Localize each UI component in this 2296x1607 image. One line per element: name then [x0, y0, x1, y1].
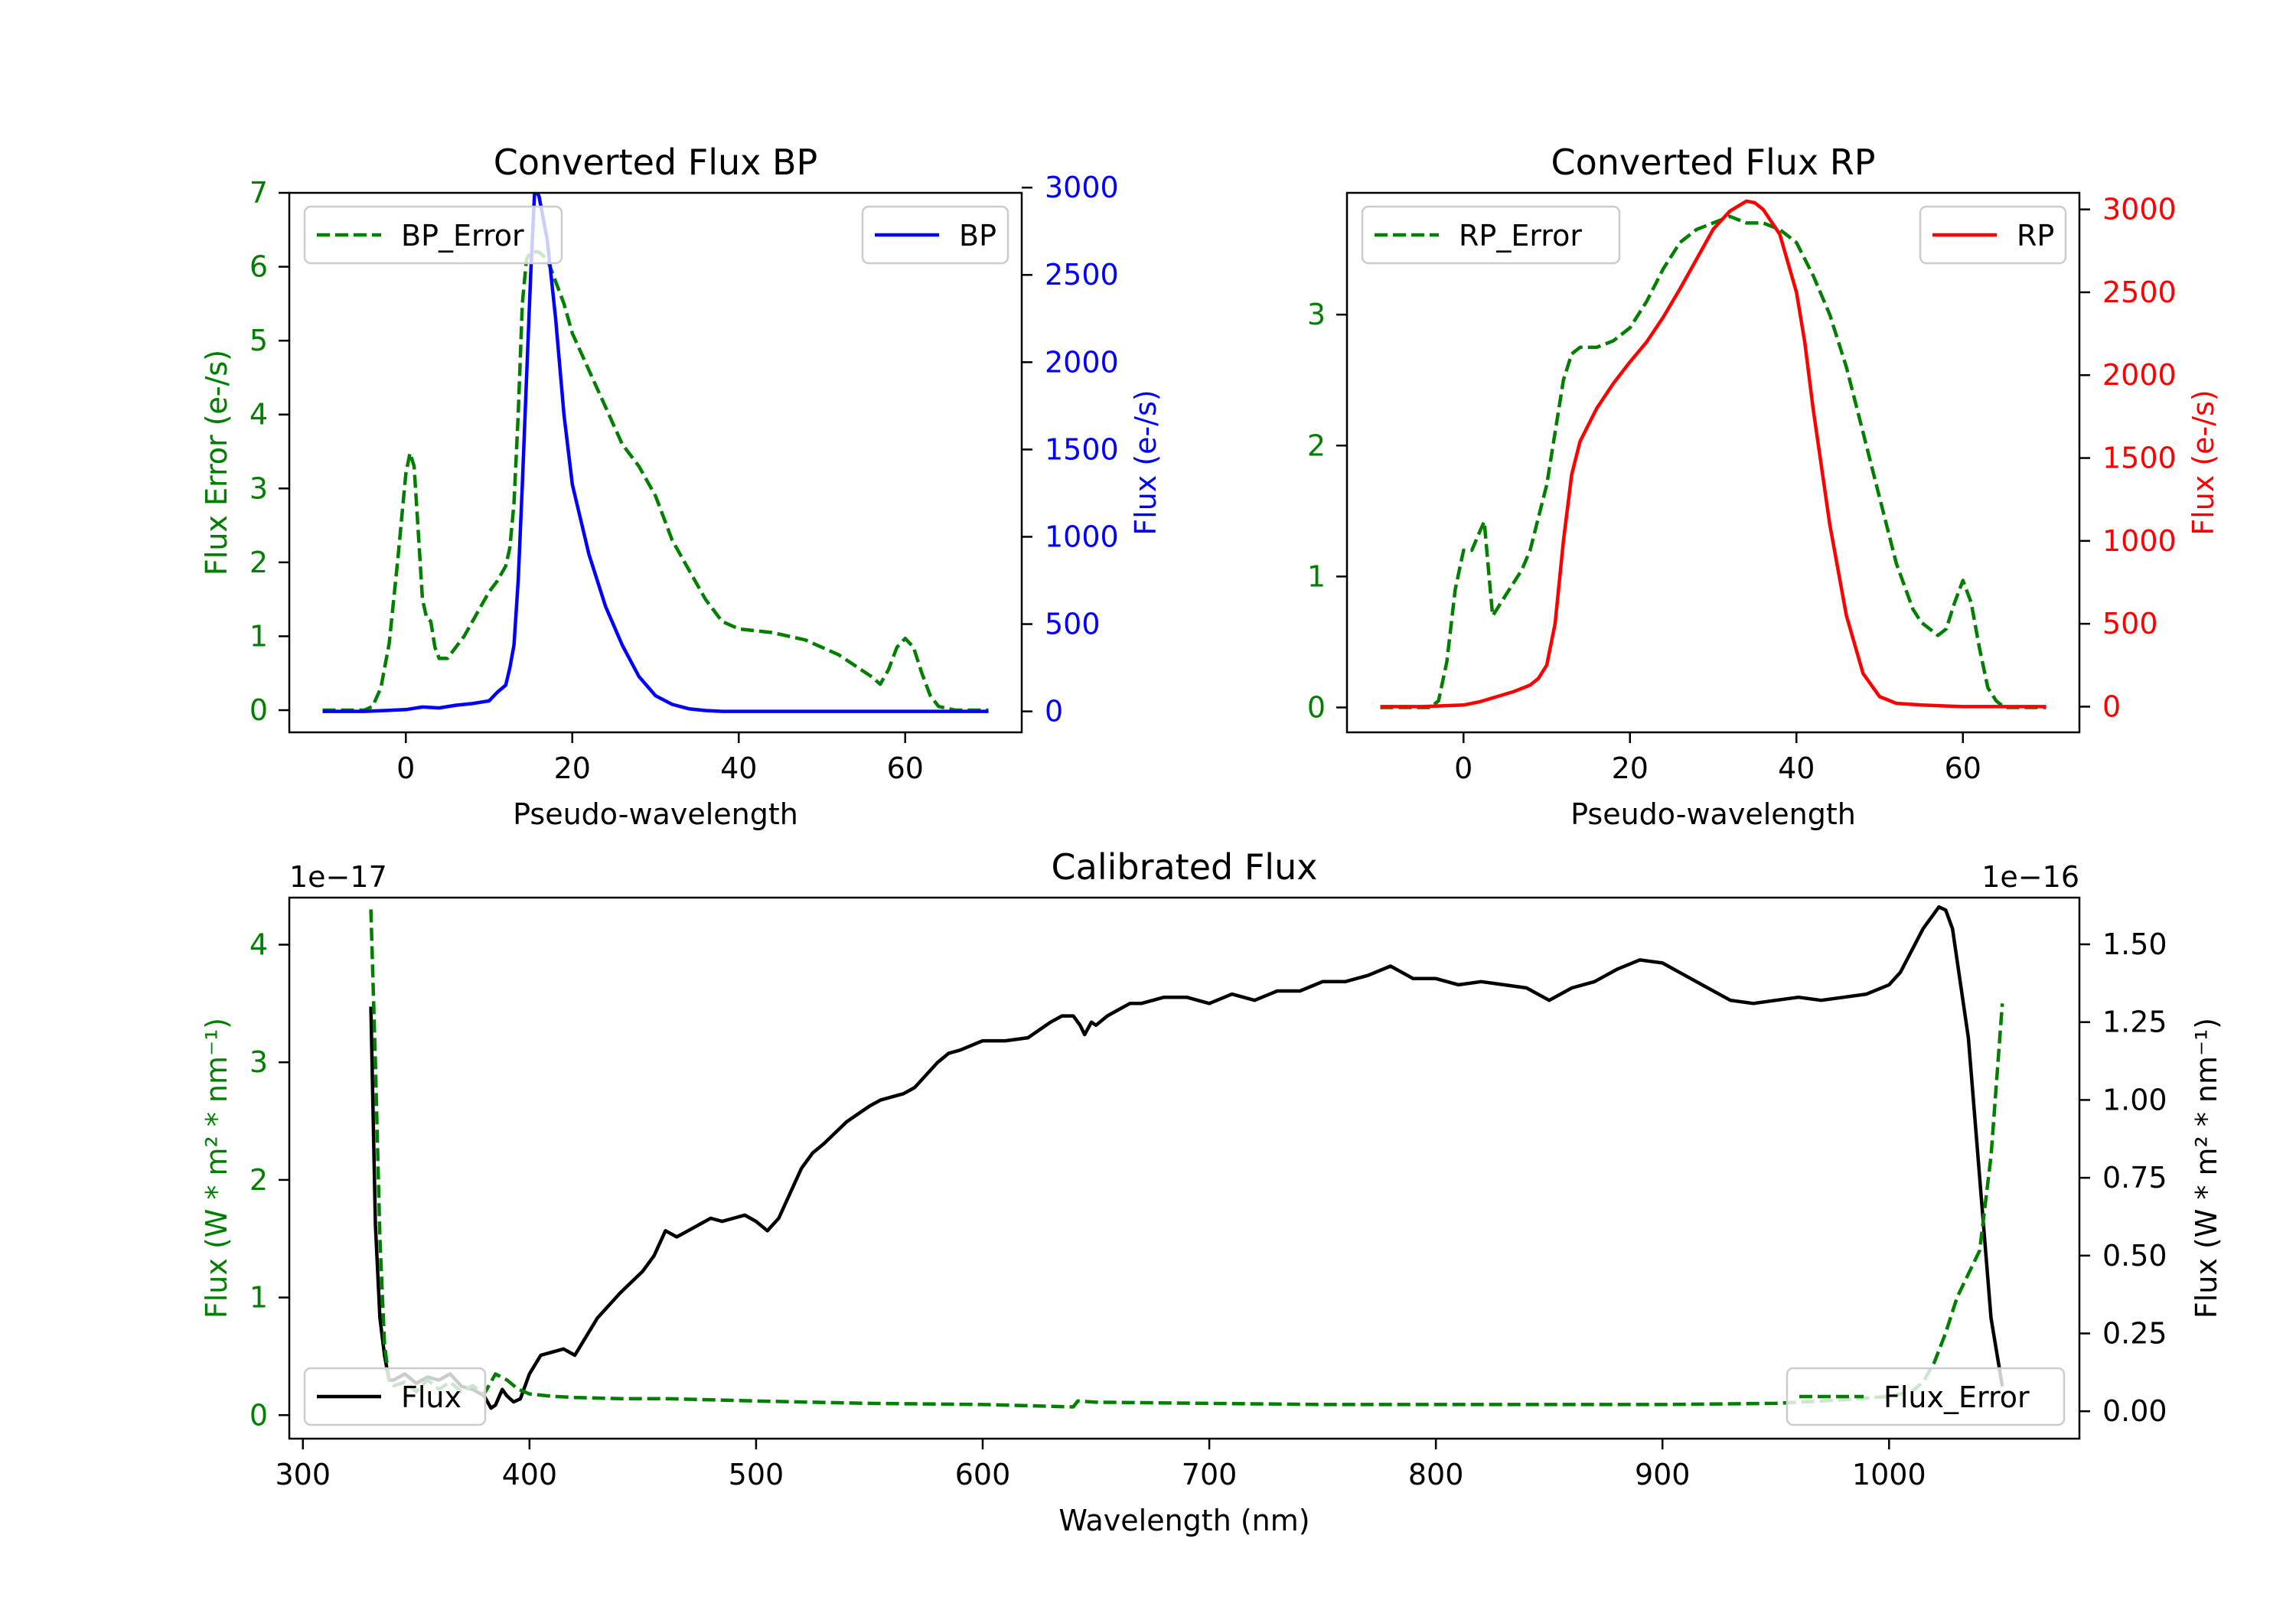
calibrated-x-tick-label: 800 [1408, 1458, 1464, 1491]
calibrated-series-flux-error-line [369, 909, 2004, 1409]
bp-y-left-tick-label: 1 [249, 619, 268, 653]
bp-plot-frame [288, 191, 1023, 734]
bp-x-tick-label: 40 [720, 751, 757, 785]
bp-y-left-tick-label: 0 [249, 693, 268, 727]
bp-legend-left-label: BP_Error [401, 219, 524, 253]
rp-y-right-tick-label: 0 [2102, 689, 2121, 723]
rp-y-left-tick-label: 3 [1307, 298, 1326, 331]
rp-x-tick-label: 40 [1778, 751, 1815, 785]
calibrated-legend-left-label: Flux [401, 1380, 461, 1414]
calibrated-x-tick-label: 300 [275, 1458, 331, 1491]
bp-x-tick-label: 0 [396, 751, 415, 785]
calibrated-plot-frame [288, 896, 2081, 1440]
bp-y-left-label: Flux Error (e-/s) [200, 350, 233, 575]
rp-y-left-label: Flux Error (e-/s) [200, 350, 233, 575]
bp-y-left-tick-label: 7 [249, 176, 268, 210]
rp-x-tick-label: 60 [1945, 751, 1981, 785]
rp-y-left-tick-label: 1 [1307, 559, 1326, 593]
calibrated-x-axis-label: Wavelength (nm) [1058, 1504, 1309, 1537]
rp-y-right-tick-label: 2000 [2102, 358, 2177, 392]
rp-y-left-tick-label: 2 [1307, 429, 1326, 462]
calibrated-legend-left-box [303, 1367, 487, 1426]
calibrated-x-tick-label: 700 [1182, 1458, 1238, 1491]
calibrated-series-flux-line [369, 905, 2004, 1410]
rp-x-axis-label: Pseudo-wavelength [1570, 797, 1856, 831]
calibrated-y-right-tick-label: 0.25 [2102, 1317, 2167, 1351]
calibrated-offset-right: 1e−16 [1981, 860, 2079, 894]
bp-y-right-tick-label: 3000 [1045, 171, 1119, 204]
bp-series-bp-error-line [322, 250, 989, 712]
calibrated-y-left-tick-label: 2 [249, 1163, 268, 1197]
bp-y-left-tick-label: 4 [249, 398, 268, 432]
rp-legend-left-label: RP_Error [1459, 219, 1582, 253]
calibrated-x-tick-label: 1000 [1852, 1458, 1926, 1491]
calibrated-y-right-label: Flux (W * m² * nm⁻¹) [2190, 1018, 2223, 1319]
bp-x-axis-label: Pseudo-wavelength [513, 797, 798, 831]
calibrated-legend-right-label: Flux_Error [1883, 1380, 2030, 1414]
calibrated-y-right-tick-label: 0.50 [2102, 1239, 2167, 1273]
calibrated-x-tick-label: 600 [955, 1458, 1011, 1491]
calibrated-y-left-label: Flux (W * m² * nm⁻¹) [200, 1018, 233, 1319]
rp-title: Converted Flux RP [1551, 142, 1876, 183]
rp-x-tick-label: 0 [1454, 751, 1473, 785]
bp-y-right-tick-label: 500 [1045, 608, 1101, 641]
bp-series-bp-line [322, 193, 989, 713]
bp-y-right-tick-label: 1500 [1045, 432, 1119, 466]
calibrated-x-tick-label: 400 [502, 1458, 558, 1491]
calibrated-y-left-tick-label: 1 [249, 1281, 268, 1315]
bp-legend-left-box [303, 205, 563, 265]
bp-y-left-tick-label: 5 [249, 324, 268, 357]
bp-y-left-tick-label: 6 [249, 250, 268, 284]
bp-title: Converted Flux BP [494, 142, 818, 183]
bp-y-right-tick-label: 2500 [1045, 258, 1119, 292]
bp-y-left-tick-label: 3 [249, 471, 268, 505]
rp-series-rp-line [1380, 199, 2047, 709]
rp-y-right-tick-label: 1000 [2102, 524, 2177, 558]
calibrated-legend-right-box [1786, 1367, 2066, 1426]
calibrated-title: Calibrated Flux [1052, 846, 1318, 888]
rp-y-right-tick-label: 500 [2102, 607, 2158, 641]
calibrated-x-tick-label: 500 [729, 1458, 784, 1491]
rp-y-right-label: Flux (e-/s) [2187, 390, 2220, 535]
rp-y-left-tick-label: 0 [1307, 690, 1326, 724]
rp-series-rp-error-line [1380, 214, 2047, 709]
calibrated-y-left-tick-label: 3 [249, 1045, 268, 1079]
calibrated-y-right-tick-label: 0.00 [2102, 1394, 2167, 1428]
rp-y-right-tick-label: 3000 [2102, 193, 2177, 227]
bp-y-right-tick-label: 0 [1045, 695, 1063, 729]
calibrated-y-left-tick-label: 4 [249, 927, 268, 961]
calibrated-x-tick-label: 900 [1635, 1458, 1691, 1491]
bp-x-tick-label: 60 [887, 751, 924, 785]
calibrated-y-right-tick-label: 1.25 [2102, 1006, 2167, 1039]
bp-y-left-tick-label: 2 [249, 546, 268, 579]
rp-legend-left-box [1361, 205, 1621, 265]
calibrated-y-right-tick-label: 1.00 [2102, 1083, 2167, 1116]
rp-plot-frame [1345, 191, 2081, 734]
calibrated-y-left-tick-label: 0 [249, 1398, 268, 1432]
rp-y-right-tick-label: 2500 [2102, 275, 2177, 309]
rp-x-tick-label: 20 [1612, 751, 1649, 785]
calibrated-y-right-tick-label: 1.50 [2102, 927, 2167, 961]
bp-y-right-tick-label: 1000 [1045, 520, 1119, 553]
rp-legend-right-label: RP [2017, 219, 2054, 253]
bp-legend-right-label: BP [959, 219, 996, 253]
calibrated-y-right-tick-label: 0.75 [2102, 1161, 2167, 1195]
calibrated-offset-left: 1e−17 [289, 860, 387, 894]
bp-y-right-label: Flux (e-/s) [1129, 390, 1163, 535]
bp-x-tick-label: 20 [554, 751, 591, 785]
rp-y-right-tick-label: 1500 [2102, 442, 2177, 475]
bp-y-right-tick-label: 2000 [1045, 345, 1119, 379]
